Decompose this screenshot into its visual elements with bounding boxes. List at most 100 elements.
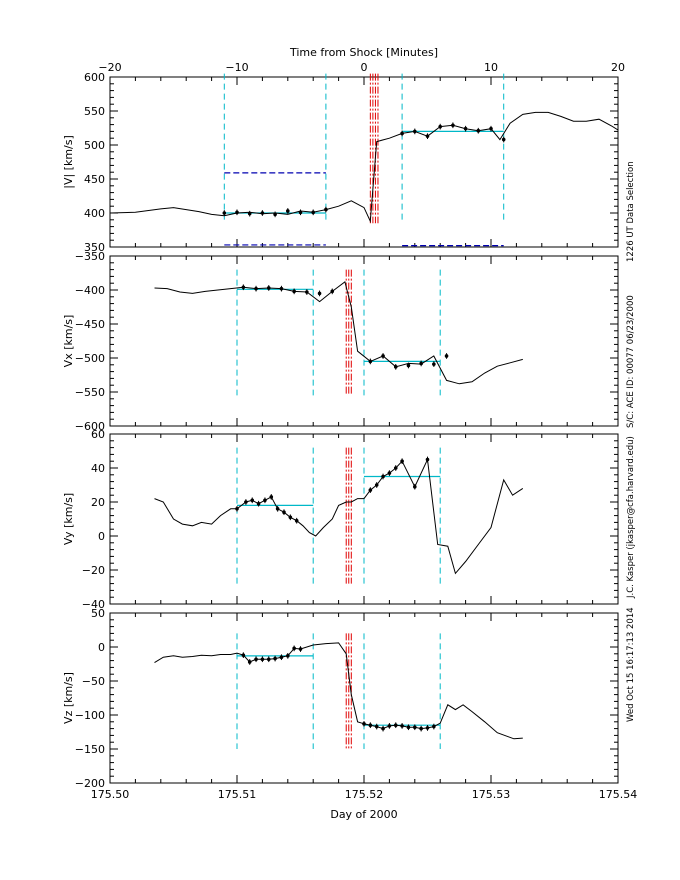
data-point	[419, 361, 423, 366]
data-trace	[154, 457, 524, 575]
data-point	[286, 209, 290, 213]
data-point	[222, 211, 227, 215]
data-point	[247, 660, 252, 664]
data-point	[235, 210, 239, 215]
data-point	[444, 354, 449, 358]
side-text-selection: 1226 UT Data Selection	[626, 161, 636, 262]
data-point	[266, 286, 271, 290]
data-point	[279, 655, 284, 659]
data-point	[393, 466, 398, 470]
y-axis-label: Vx [km/s]	[62, 315, 75, 368]
data-point	[368, 359, 373, 364]
top-tick-label: 10	[484, 61, 498, 74]
data-point	[298, 647, 303, 651]
data-point	[244, 500, 248, 504]
y-tick-label: −350	[75, 250, 105, 263]
data-point	[381, 726, 385, 731]
data-point	[406, 725, 411, 730]
data-point	[374, 483, 379, 487]
data-point	[432, 724, 436, 729]
y-tick-label: 0	[98, 641, 105, 654]
data-point	[400, 131, 404, 136]
y-tick-label: 400	[84, 207, 105, 220]
data-point	[362, 722, 366, 726]
data-point	[250, 498, 255, 503]
top-tick-label: −10	[225, 61, 248, 74]
panel-frame	[109, 76, 619, 248]
side-text-date: Wed Oct 15 16:17:13 2014	[626, 607, 636, 722]
data-point	[387, 724, 392, 728]
y-tick-label: −20	[82, 564, 105, 577]
data-point	[235, 507, 239, 511]
data-point	[275, 507, 280, 511]
data-point	[292, 289, 296, 294]
data-point	[241, 285, 246, 290]
y-tick-label: −100	[75, 709, 105, 722]
data-point	[294, 518, 299, 523]
data-point	[425, 726, 430, 730]
y-tick-label: 550	[84, 105, 105, 118]
data-point	[489, 126, 493, 131]
data-point	[263, 498, 267, 503]
bottom-axis-title: Day of 2000	[330, 808, 397, 821]
data-point	[425, 457, 430, 462]
y-tick-label: 350	[84, 241, 105, 254]
data-point	[292, 646, 296, 651]
y-tick-label: 40	[91, 462, 105, 475]
data-point	[298, 210, 303, 215]
y-tick-label: −450	[75, 318, 105, 331]
data-trace	[154, 642, 523, 740]
bottom-tick-label: 175.50	[91, 788, 130, 801]
y-tick-label: −550	[75, 386, 105, 399]
data-point	[273, 656, 277, 661]
y-tick-label: −50	[82, 675, 105, 688]
y-tick-label: 50	[91, 607, 105, 620]
data-point	[311, 210, 316, 215]
data-trace	[154, 280, 523, 385]
data-point	[317, 291, 322, 296]
top-axis-title: Time from Shock [Minutes]	[289, 46, 438, 59]
y-tick-label: −150	[75, 743, 105, 756]
panel-vz: −200 −150 −100 −50 0 50 175.50 175.51 175.52 175.…	[62, 607, 637, 801]
data-point	[413, 725, 417, 730]
data-point	[393, 365, 398, 369]
data-trace	[109, 111, 619, 224]
top-tick-label: 0	[361, 61, 368, 74]
data-point	[400, 459, 404, 464]
data-point	[451, 123, 455, 128]
data-point	[406, 363, 411, 368]
panel-vy: −40 −20 0 20 40 60 Vy [km/s]	[62, 428, 619, 611]
data-point	[324, 207, 328, 212]
data-point	[279, 286, 284, 291]
data-point	[393, 723, 398, 727]
data-point	[476, 128, 481, 133]
data-point	[374, 724, 379, 729]
bottom-tick-label: 175.51	[218, 788, 257, 801]
y-tick-label: −400	[75, 284, 105, 297]
data-point	[387, 471, 392, 475]
y-tick-label: 20	[91, 496, 105, 509]
y-axis-label: Vz [km/s]	[62, 672, 75, 724]
data-point	[241, 653, 246, 657]
bottom-tick-label: 175.52	[345, 788, 384, 801]
data-point	[288, 515, 293, 520]
data-point	[266, 657, 271, 662]
data-point	[286, 654, 290, 658]
data-point	[368, 488, 373, 492]
data-point	[269, 495, 274, 499]
y-tick-label: −40	[82, 598, 105, 611]
data-point	[501, 137, 506, 142]
data-point	[282, 510, 286, 514]
data-point	[260, 211, 265, 215]
y-tick-label: 60	[91, 428, 105, 441]
data-point	[463, 126, 468, 131]
bottom-tick-label: 175.53	[472, 788, 511, 801]
data-point	[438, 124, 443, 129]
y-tick-label: 500	[84, 139, 105, 152]
y-axis-label: Vy [km/s]	[62, 493, 75, 545]
side-text-author: J.C. Kasper (jkasper@cfa.harvard.edu)	[626, 436, 636, 599]
data-point	[381, 474, 385, 479]
data-point	[413, 129, 417, 134]
